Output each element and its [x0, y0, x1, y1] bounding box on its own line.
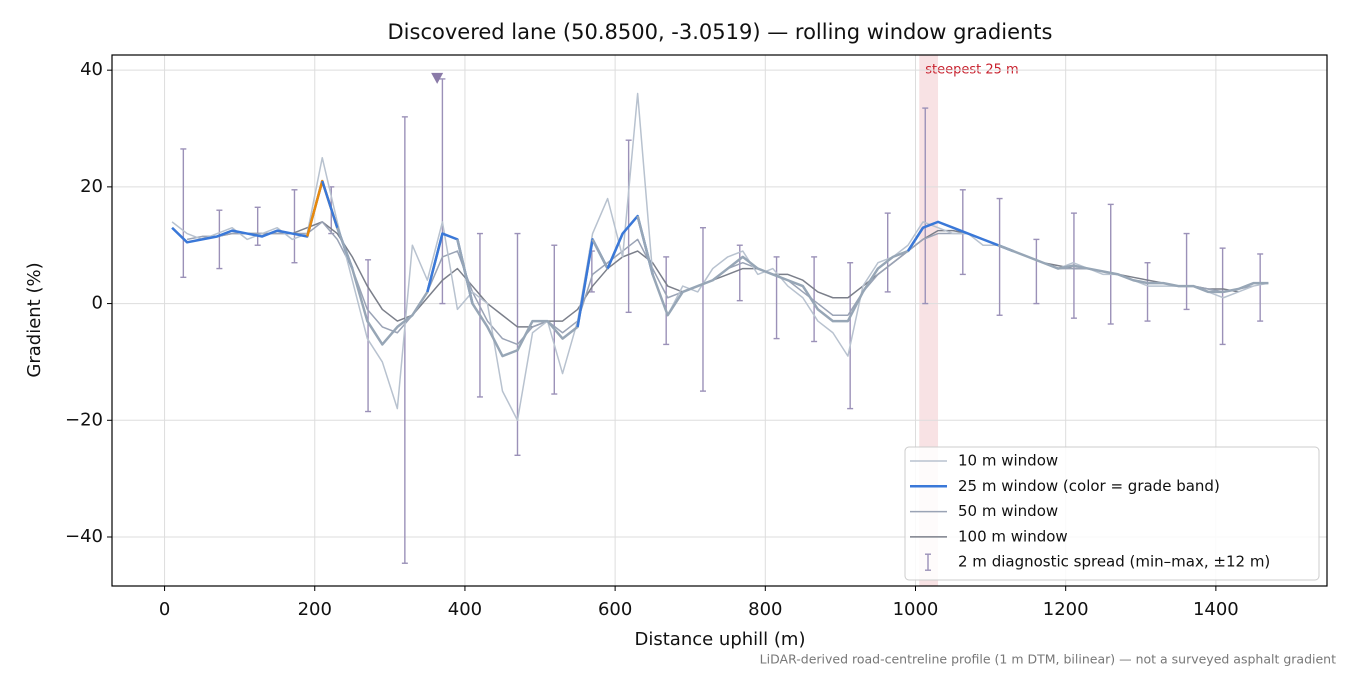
- error-bar: [254, 206, 261, 246]
- y-tick-label: 20: [80, 176, 103, 197]
- error-bar: [699, 227, 706, 392]
- series-line: [336, 227, 444, 346]
- footnote: LiDAR-derived road-centreline profile (1…: [760, 652, 1336, 667]
- legend-label: 25 m window (color = grade band): [958, 477, 1220, 495]
- series-line: [456, 239, 594, 358]
- y-tick-label: −40: [65, 526, 103, 547]
- error-bar: [996, 197, 1003, 316]
- error-bar: [922, 107, 929, 305]
- x-tick-label: 800: [748, 599, 782, 620]
- error-bar: [773, 256, 780, 340]
- x-tick-label: 200: [298, 599, 332, 620]
- error-bar: [216, 209, 223, 270]
- chart-title: Discovered lane (50.8500, -3.0519) — rol…: [388, 20, 1053, 44]
- x-tick-label: 1000: [893, 599, 939, 620]
- legend-label: 100 m window: [958, 527, 1068, 545]
- legend-label: 2 m diagnostic spread (min–max, ±12 m): [958, 553, 1270, 571]
- series-line: [576, 238, 609, 328]
- x-tick-label: 1400: [1193, 599, 1239, 620]
- error-bar: [365, 259, 372, 413]
- y-tick-label: −20: [65, 409, 103, 430]
- error-bar: [551, 244, 558, 395]
- error-bar: [180, 148, 187, 279]
- error-bar: [1107, 203, 1114, 325]
- y-tick-label: 0: [92, 293, 103, 314]
- x-tick-label: 400: [448, 599, 482, 620]
- error-bar: [736, 244, 743, 302]
- error-bar: [847, 262, 854, 410]
- y-tick-label: 40: [80, 59, 103, 80]
- series-line: [171, 92, 1269, 422]
- error-bar: [1257, 253, 1264, 322]
- series-line: [997, 244, 1269, 294]
- y-axis-label: Gradient (%): [24, 262, 45, 377]
- legend-label: 10 m window: [958, 452, 1058, 470]
- plot-frame: [111, 54, 1328, 587]
- series-line: [906, 220, 1014, 253]
- legend-label: 50 m window: [958, 502, 1058, 520]
- legend: [904, 446, 1320, 581]
- x-tick-label: 600: [598, 599, 632, 620]
- error-bar: [1033, 238, 1040, 305]
- x-tick-label: 1200: [1043, 599, 1089, 620]
- error-bar: [811, 256, 818, 343]
- series-line: [186, 221, 1254, 346]
- series-line: [636, 215, 925, 323]
- error-bar: [439, 78, 446, 305]
- error-bar: [1144, 262, 1151, 322]
- error-bar: [884, 212, 891, 293]
- error-bar: [291, 189, 298, 264]
- error-bar: [663, 256, 670, 346]
- offscale-marker: [431, 72, 444, 84]
- error-bar: [401, 116, 408, 564]
- x-axis-label: Distance uphill (m): [635, 629, 806, 650]
- error-bar: [1219, 247, 1226, 346]
- x-tick-label: 0: [159, 599, 170, 620]
- series-line: [171, 180, 324, 244]
- error-bar: [1183, 232, 1190, 311]
